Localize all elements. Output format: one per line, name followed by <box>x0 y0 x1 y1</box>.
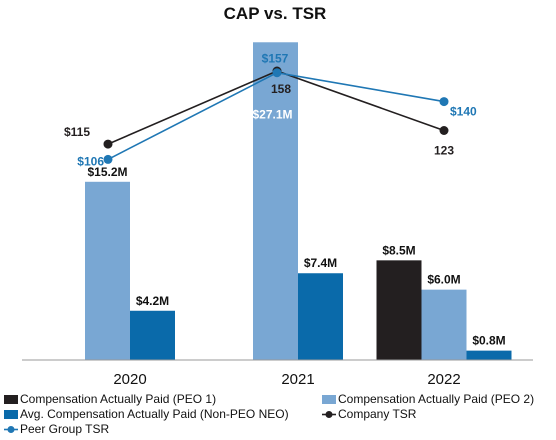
legend-swatch-marker-4 <box>7 426 15 433</box>
legend-swatch-marker-3 <box>325 411 333 418</box>
x-tick-label-2022: 2022 <box>427 371 460 388</box>
tsr-label-0-2021: 158 <box>271 82 291 96</box>
legend-label-1: Compensation Actually Paid (PEO 2) <box>338 392 534 406</box>
legend-swatch-2 <box>4 410 18 419</box>
bar-label-2021-series-1: $27.1M <box>252 107 292 121</box>
legend-label-0: Compensation Actually Paid (PEO 1) <box>20 392 216 406</box>
bar-2020-series-2 <box>130 310 175 360</box>
bar-2022-series-0 <box>376 260 422 360</box>
bar-label-2021-series-2: $7.4M <box>304 256 337 270</box>
bar-label-2022-series-1: $6.0M <box>427 273 460 287</box>
legend-label-4: Peer Group TSR <box>20 422 109 436</box>
x-tick-label-2020: 2020 <box>113 371 146 388</box>
legend-swatch-1 <box>322 395 336 404</box>
legend-label-3: Company TSR <box>338 407 417 421</box>
tsr-label-1-2022: $140 <box>450 105 477 119</box>
tsr-label-1-2020: $106 <box>77 154 104 168</box>
bar-label-2022-series-2: $0.8M <box>472 334 505 348</box>
bar-2020-series-1 <box>85 181 130 360</box>
bar-2021-series-1 <box>253 42 298 360</box>
x-axis-ticks: 2020 2021 2022 <box>113 371 460 388</box>
legend-label-2: Avg. Compensation Actually Paid (Non-PEO… <box>20 407 289 421</box>
bar-label-2022-series-0: $8.5M <box>382 243 415 257</box>
tsr-label-0-2020: $115 <box>64 125 90 139</box>
tsr-point-0-2020 <box>103 139 113 149</box>
bar-label-2020-series-1: $15.2M <box>87 165 127 179</box>
bar-2022-series-1 <box>421 289 467 360</box>
tsr-label-1-2021: $157 <box>262 52 289 66</box>
tsr-point-1-2022 <box>439 97 449 107</box>
tsr-point-0-2022 <box>439 126 449 135</box>
bars-layer: $15.2M $4.2M $27.1M $7.4M $8.5M $6.0M $0.8M <box>85 42 512 360</box>
bar-2022-series-2 <box>466 350 512 360</box>
x-tick-label-2021: 2021 <box>281 371 314 388</box>
tsr-point-1-2020 <box>103 154 113 164</box>
tsr-lines-layer: $115 158 123 $106 $157 $140 <box>64 52 477 169</box>
tsr-point-1-2021 <box>272 68 282 78</box>
bar-2021-series-2 <box>298 273 343 360</box>
tsr-label-0-2022: 123 <box>434 144 454 158</box>
legend-swatch-0 <box>4 395 18 404</box>
legend: Compensation Actually Paid (PEO 1) Compen… <box>4 392 534 436</box>
bar-label-2020-series-2: $4.2M <box>136 294 169 308</box>
chart-title: CAP vs. TSR <box>224 4 327 23</box>
